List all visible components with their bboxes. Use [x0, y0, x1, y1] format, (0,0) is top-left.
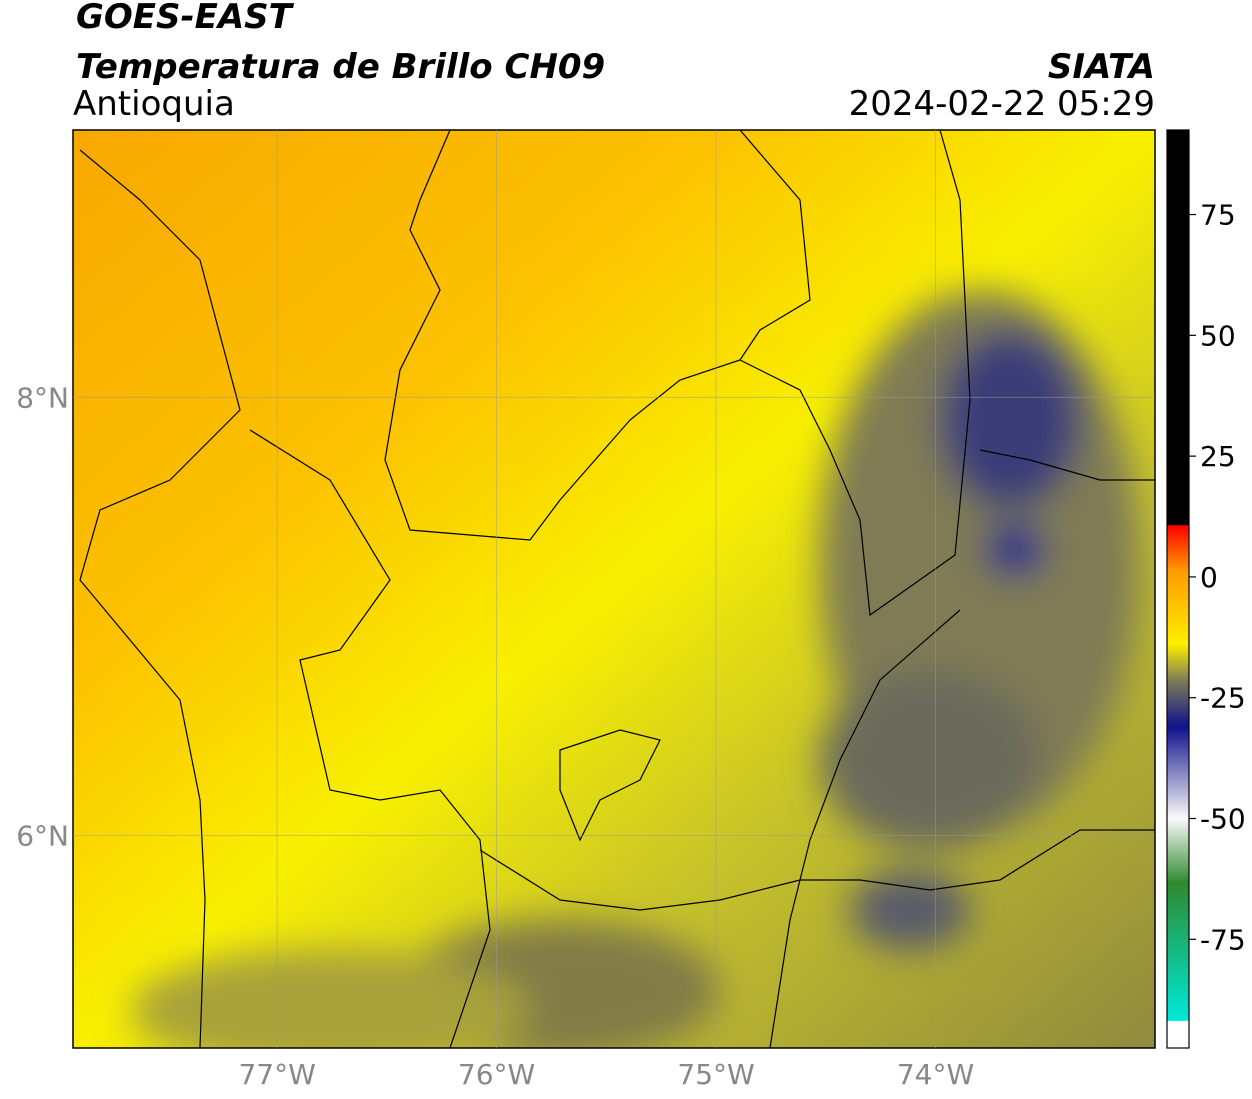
- source: SIATA: [1048, 47, 1155, 87]
- colorbar-tick-label: -25: [1200, 682, 1246, 715]
- datetime: 2024-02-22 05:29: [849, 84, 1155, 124]
- colorbar-tick-label: 25: [1200, 440, 1236, 473]
- x-tick-label: 74°W: [897, 1058, 974, 1091]
- colorbar-tick-label: -75: [1200, 923, 1246, 956]
- x-tick-label: 76°W: [458, 1058, 535, 1091]
- x-tick-label: 75°W: [677, 1058, 754, 1091]
- title: GOES-EAST: [76, 0, 295, 37]
- region: Antioquia: [73, 84, 235, 124]
- subtitle: Temperatura de Brillo CH09: [76, 47, 605, 87]
- map-frame: [72, 129, 1156, 1049]
- colorbar-tick-label: 0: [1200, 561, 1218, 594]
- y-tick-label: 8°N: [16, 381, 69, 414]
- colorbar: [1166, 129, 1190, 1049]
- colorbar-tick-label: -50: [1200, 803, 1246, 836]
- y-tick-label: 6°N: [16, 819, 69, 852]
- colorbar-tick-label: 50: [1200, 319, 1236, 352]
- colorbar-tick-label: 75: [1200, 199, 1236, 232]
- map-image: [73, 130, 1155, 1048]
- x-tick-label: 77°W: [238, 1058, 315, 1091]
